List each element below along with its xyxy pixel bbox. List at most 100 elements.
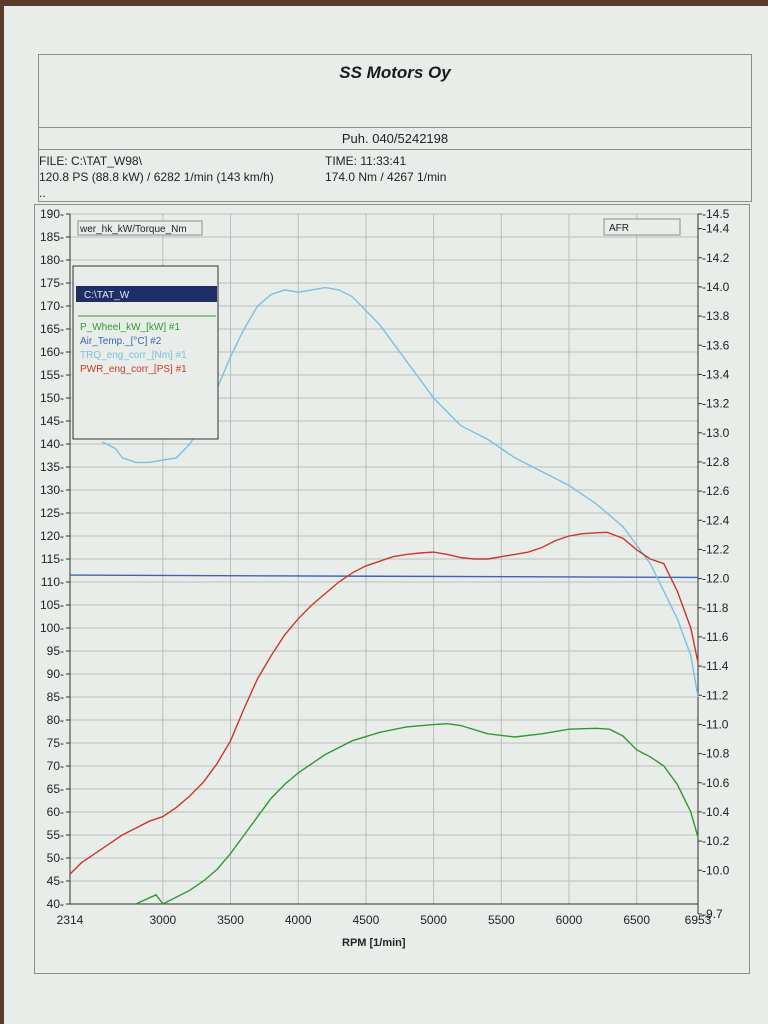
phone-number: Puh. 040/5242198 [341, 131, 449, 146]
left-tick-label: 165- [40, 322, 64, 336]
right-tick-label: -12.0 [702, 572, 730, 586]
right-tick-label: -13.2 [702, 397, 730, 411]
right-tick-label: -14.2 [702, 251, 730, 265]
header-box: SS Motors Oy Puh. 040/5242198 FILE: C:\T… [38, 54, 752, 202]
series-lines [69, 286, 699, 905]
x-tick-label: 6953 [685, 913, 712, 927]
right-axis: -9.7 -10.0 -10.2 -10.4 -10.6 -10.8 -11.0 -11.2 -… [697, 207, 730, 921]
x-tick-label: 5000 [420, 913, 447, 927]
right-tick-label: -10.0 [702, 863, 730, 877]
legend-entry: PWR_eng_corr_[PS] #1 [80, 364, 187, 375]
right-tick-label: -13.0 [702, 426, 730, 440]
left-tick-label: 90- [47, 667, 64, 681]
left-axis-label: wer_hk_kW/Torque_Nm [79, 224, 187, 235]
divider [39, 149, 751, 150]
x-tick-label: 3000 [150, 913, 177, 927]
file-extra: .. [39, 186, 46, 200]
right-tick-label: -11.0 [702, 717, 729, 731]
power-summary: 120.8 PS (88.8 kW) / 6282 1/min (143 km/… [39, 170, 274, 184]
left-tick-label: 60- [47, 805, 64, 819]
right-axis-label-box [603, 218, 681, 236]
right-tick-label: -10.2 [702, 834, 730, 848]
left-tick-label: 75- [47, 736, 64, 750]
left-tick-label: 45- [47, 874, 64, 888]
left-tick-label: 65- [47, 782, 64, 796]
x-axis-label: RPM [1/min] [342, 937, 406, 949]
left-axis: 40- 45- 50- 55- 60- 65- 70- 75- 80- 85- 90- 95- 100-… [40, 207, 71, 911]
legend-file-highlight [76, 286, 217, 302]
left-tick-label: 40- [47, 897, 64, 911]
x-tick-label: 3500 [217, 913, 244, 927]
left-tick-label: 185- [40, 230, 64, 244]
left-tick-label: 85- [47, 690, 64, 704]
left-tick-label: 125- [40, 506, 64, 520]
torque-summary: 174.0 Nm / 4267 1/min [325, 170, 447, 184]
left-tick-label: 95- [47, 644, 64, 658]
series-line-1 [135, 722, 699, 905]
left-tick-label: 170- [40, 299, 64, 313]
left-tick-label: 100- [40, 621, 64, 635]
x-tick-label: 6500 [623, 913, 650, 927]
left-axis-label-box [77, 220, 203, 236]
right-axis-label: AFR [609, 223, 629, 234]
x-tick-label: 4000 [285, 913, 312, 927]
right-tick-label: -11.8 [702, 601, 729, 615]
divider [39, 127, 751, 128]
time-label: TIME: 11:33:41 [325, 154, 407, 168]
right-tick-label: -10.6 [702, 776, 730, 790]
file-info: FILE: C:\TAT_W98\ 120.8 PS (88.8 kW) / 6… [39, 153, 274, 201]
left-tick-label: 115- [41, 552, 64, 566]
company-name: SS Motors Oy [339, 63, 451, 82]
left-tick-label: 120- [40, 529, 64, 543]
left-tick-label: 110- [41, 575, 64, 589]
left-tick-label: 105- [40, 598, 64, 612]
legend-file: C:\TAT_W [84, 290, 130, 301]
right-tick-label: -9.7 [702, 907, 723, 921]
left-tick-label: 55- [47, 828, 64, 842]
right-tick-label: -14.5 [702, 207, 730, 221]
chart-frame [34, 204, 750, 974]
right-tick-label: -12.2 [702, 542, 730, 556]
right-tick-label: -13.6 [702, 338, 730, 352]
right-tick-label: -13.8 [702, 309, 730, 323]
x-axis: 2314 3000 3500 4000 4500 5000 5500 6000 6500 6953 [57, 903, 712, 927]
legend-entry: Air_Temp._[°C] #2 [80, 336, 162, 347]
right-tick-label: -10.8 [702, 747, 730, 761]
left-tick-label: 70- [47, 759, 64, 773]
left-tick-label: 145- [40, 414, 64, 428]
left-tick-label: 160- [40, 345, 64, 359]
series-line-4 [69, 531, 699, 875]
left-tick-label: 180- [40, 253, 64, 267]
right-tick-label: -12.4 [702, 513, 730, 527]
x-tick-label: 4500 [353, 913, 380, 927]
left-tick-label: 130- [40, 483, 64, 497]
right-tick-label: -10.4 [702, 805, 730, 819]
right-tick-label: -11.4 [702, 659, 729, 673]
left-tick-label: 135- [40, 460, 64, 474]
file-name: FILE: C:\TAT_W98\ [39, 154, 142, 168]
dyno-printout: SS Motors Oy Puh. 040/5242198 FILE: C:\T… [4, 6, 768, 1024]
left-tick-label: 80- [47, 713, 64, 727]
right-tick-label: -12.6 [702, 484, 730, 498]
right-tick-label: -12.8 [702, 455, 730, 469]
left-tick-label: 140- [40, 437, 64, 451]
left-tick-label: 175- [40, 276, 64, 290]
left-tick-label: 150- [40, 391, 64, 405]
right-tick-label: -13.4 [702, 367, 730, 381]
series-line-2 [69, 574, 699, 579]
left-tick-label: 50- [47, 851, 64, 865]
legend-entry: P_Wheel_kW_[kW] #1 [80, 322, 180, 333]
legend: C:\TAT_W P_Wheel_kW_[kW] #1 Air_Temp._[°C… [72, 265, 219, 440]
legend-entry: TRQ_eng_corr_[Nm] #1 [80, 350, 187, 361]
x-tick-label: 5500 [488, 913, 515, 927]
x-tick-label: 6000 [556, 913, 583, 927]
series-line-3 [101, 286, 699, 698]
x-tick-label: 2314 [57, 913, 84, 927]
right-tick-label: -11.6 [702, 630, 729, 644]
right-tick-label: -14.0 [702, 280, 730, 294]
time-info: TIME: 11:33:41 174.0 Nm / 4267 1/min [325, 153, 446, 185]
left-tick-label: 155- [40, 368, 64, 382]
right-tick-label: -11.2 [702, 688, 729, 702]
right-tick-label: -14.4 [702, 222, 730, 236]
